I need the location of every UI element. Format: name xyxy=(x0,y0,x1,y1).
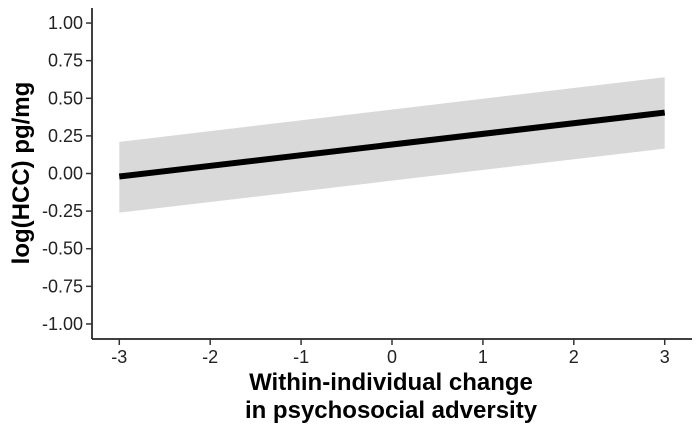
y-tick-label: 0.75 xyxy=(48,51,83,71)
x-tick-label: -2 xyxy=(202,347,218,367)
x-tick-label: 0 xyxy=(387,347,397,367)
x-tick-label: 3 xyxy=(660,347,670,367)
tick-labels: 1.00 0.75 0.50 0.25 0.00 -0.25 -0.50 -0.75 -1.00… xyxy=(42,13,670,367)
x-tick-label: 2 xyxy=(569,347,579,367)
regression-line-layer xyxy=(118,109,666,180)
x-tick-label: 1 xyxy=(478,347,488,367)
x-tick-label: -1 xyxy=(293,347,309,367)
y-tick-label: 1.00 xyxy=(48,13,83,33)
y-tick-label: 0.00 xyxy=(48,164,83,184)
y-tick-label: -1.00 xyxy=(42,314,83,334)
x-axis-title-line-2: in psychosocial adversity xyxy=(245,397,538,424)
y-tick-label: -0.50 xyxy=(42,239,83,259)
y-axis-title: log(HCC) pg/mg xyxy=(8,82,35,265)
y-tick-label: -0.25 xyxy=(42,201,83,221)
y-tick-label: -0.75 xyxy=(42,276,83,296)
y-tick-label: 0.50 xyxy=(48,88,83,108)
y-tick-label: 0.25 xyxy=(48,126,83,146)
regression-line xyxy=(118,109,666,180)
x-axis-title-line-1: Within-individual change xyxy=(249,369,533,396)
axes xyxy=(86,8,692,345)
x-tick-label: -3 xyxy=(111,347,127,367)
